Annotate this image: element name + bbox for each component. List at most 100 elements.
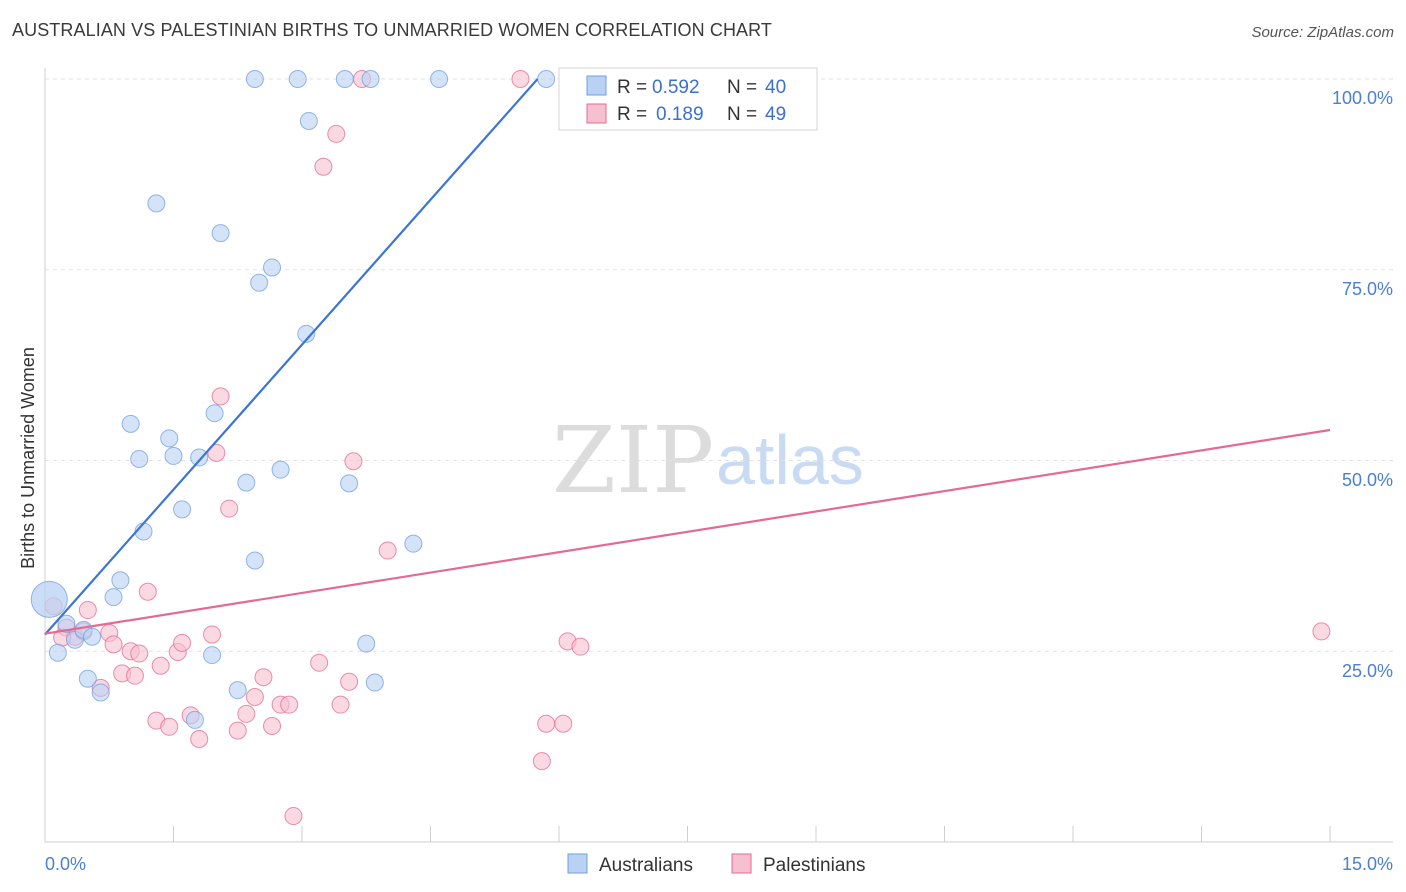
australians-point-19 — [203, 646, 222, 665]
palestinians-point-14 — [151, 656, 170, 675]
x-axis-ticks — [44, 826, 1331, 842]
australians-point-33 — [340, 474, 359, 493]
palestinians-point-11 — [130, 644, 149, 663]
legend-r-value-2: 0.189 — [656, 104, 704, 125]
palestinians-point-30 — [280, 695, 299, 714]
legend-n-value-2: 49 — [765, 104, 786, 125]
australians-point-32 — [335, 70, 354, 88]
australians-point-14 — [160, 429, 179, 448]
australians-point-20 — [205, 404, 224, 423]
y-tick-label-50: 50.0% — [1342, 470, 1393, 490]
palestinians-point-19 — [190, 729, 209, 748]
australians-point-9 — [111, 571, 130, 590]
legend-n-label-1: N = — [727, 77, 757, 98]
bottom-legend-australians-label: Australians — [599, 855, 693, 876]
palestinians-point-34 — [327, 124, 346, 143]
australians-point-17 — [185, 710, 204, 729]
legend-r-label-1: R = — [617, 77, 647, 98]
australians-point-38 — [430, 70, 449, 88]
y-axis-label: Births to Unmarried Women — [18, 347, 38, 569]
legend-n-label-2: N = — [727, 104, 757, 125]
source-credit: Source: ZipAtlas.com — [1251, 24, 1394, 41]
palestinians-point-45 — [571, 637, 590, 656]
palestinians-point-40 — [511, 70, 530, 88]
x-tick-label-max: 15.0% — [1342, 854, 1393, 874]
legend-australians-swatch — [586, 75, 607, 96]
australians-point-6 — [78, 669, 97, 688]
bottom-legend-australians-swatch — [567, 853, 588, 874]
palestinians-point-24 — [228, 721, 247, 740]
australians-trendline — [44, 78, 539, 636]
palestinians-point-4 — [78, 601, 97, 620]
series-legend: Australians Palestinians — [567, 853, 865, 876]
palestinians-point-7 — [104, 635, 123, 654]
palestinians-point-41 — [532, 752, 551, 771]
australians-point-31 — [299, 111, 318, 130]
palestinians-point-31 — [284, 807, 303, 826]
australians-point-5 — [83, 627, 102, 646]
legend-palestinians-swatch — [586, 103, 607, 124]
australians-point-29 — [288, 70, 307, 88]
australians-point-35 — [357, 634, 376, 653]
palestinians-point-36 — [340, 672, 359, 691]
australians-point-0 — [30, 580, 68, 618]
australians-point-37 — [404, 534, 423, 553]
australians-point-36 — [365, 673, 384, 692]
palestinians-point-12 — [138, 582, 157, 601]
palestinians-point-20 — [203, 625, 222, 644]
y-tick-label-25: 25.0% — [1342, 661, 1393, 681]
palestinians-point-35 — [331, 695, 350, 714]
palestinians-point-37 — [344, 452, 363, 471]
australians-point-18 — [190, 448, 209, 467]
chart-title: AUSTRALIAN VS PALESTINIAN BIRTHS TO UNMA… — [12, 20, 773, 40]
y-tick-label-100: 100.0% — [1332, 88, 1393, 108]
australians-point-30 — [297, 324, 316, 343]
palestinians-point-22 — [211, 387, 230, 406]
palestinians-point-27 — [254, 668, 273, 687]
legend-n-value-1: 40 — [765, 77, 786, 98]
palestinians-point-10 — [125, 666, 144, 685]
palestinians-point-17 — [173, 633, 192, 652]
australians-point-16 — [173, 500, 192, 519]
australians-point-2 — [57, 614, 76, 633]
palestinians-point-25 — [237, 704, 256, 723]
australians-point-34 — [361, 70, 380, 88]
y-tick-labels: 100.0% 75.0% 50.0% 25.0% — [1332, 88, 1393, 681]
australians-point-1 — [48, 643, 67, 662]
bottom-legend-palestinians-swatch — [731, 853, 752, 874]
palestinians-point-47 — [1312, 622, 1331, 641]
bottom-legend-palestinians-label: Palestinians — [763, 855, 865, 876]
australians-point-22 — [228, 681, 247, 700]
palestinians-point-32 — [310, 653, 329, 672]
australians-point-27 — [245, 70, 264, 88]
legend-r-label-2: R = — [617, 104, 647, 125]
australians-point-10 — [121, 414, 140, 433]
y-tick-label-75: 75.0% — [1342, 279, 1393, 299]
australians-point-25 — [250, 273, 269, 292]
palestinians-point-28 — [263, 717, 282, 736]
australians-point-7 — [91, 683, 110, 702]
australians-point-8 — [104, 588, 123, 607]
palestinians-point-33 — [314, 157, 333, 176]
australians-points — [30, 70, 556, 729]
legend-r-value-1: 0.592 — [652, 77, 700, 98]
palestinians-point-26 — [245, 688, 264, 707]
australians-point-26 — [263, 258, 282, 277]
palestinians-point-39 — [378, 541, 397, 560]
australians-point-39 — [537, 70, 556, 88]
palestinians-point-21 — [207, 443, 226, 462]
australians-point-23 — [237, 473, 256, 492]
palestinians-points — [44, 70, 1331, 826]
australians-point-24 — [245, 551, 264, 570]
palestinians-point-23 — [220, 499, 239, 518]
australians-point-13 — [147, 194, 166, 213]
australians-point-15 — [164, 446, 183, 465]
palestinians-point-15 — [160, 717, 179, 736]
australians-point-21 — [211, 224, 230, 243]
palestinians-point-43 — [554, 714, 573, 733]
palestinians-trendline — [44, 428, 1331, 635]
australians-point-28 — [271, 460, 290, 479]
gridlines — [45, 78, 1393, 652]
palestinians-point-42 — [537, 714, 556, 733]
